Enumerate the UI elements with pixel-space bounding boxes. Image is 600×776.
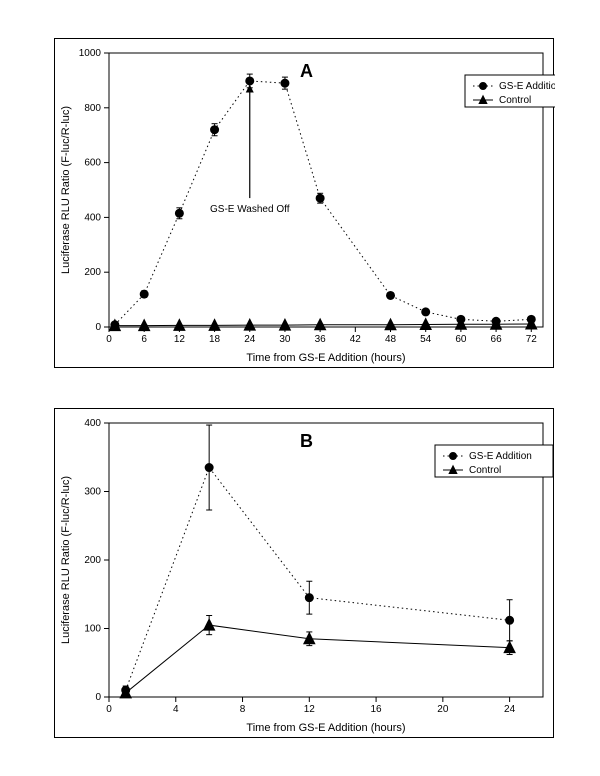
- svg-text:400: 400: [84, 212, 101, 223]
- legend-label: GS-E Addition: [469, 451, 532, 462]
- page: 0612182430364248546066720200400600800100…: [0, 0, 600, 776]
- panel-letter: B: [300, 431, 313, 451]
- svg-text:6: 6: [141, 334, 147, 345]
- svg-text:18: 18: [209, 334, 221, 345]
- svg-text:400: 400: [84, 418, 101, 429]
- x-axis-label: Time from GS-E Addition (hours): [246, 722, 405, 734]
- svg-text:66: 66: [491, 334, 503, 345]
- annotation-arrow-icon: [246, 85, 254, 93]
- panel-a: 0 6 12 18 24 30 36 42 48 54 60 66 72 0 200 400 600 800 100…: [54, 38, 554, 368]
- svg-text:4: 4: [173, 704, 179, 715]
- series-control: [120, 615, 515, 697]
- svg-text:1000: 1000: [79, 48, 102, 59]
- svg-text:300: 300: [84, 487, 101, 498]
- panel-letter: A: [300, 61, 313, 81]
- legend-label: Control: [469, 465, 501, 476]
- svg-text:8: 8: [240, 704, 246, 715]
- svg-text:0: 0: [95, 692, 101, 703]
- svg-text:42: 42: [350, 334, 362, 345]
- series-gs-e-addition: [111, 74, 535, 329]
- svg-text:30: 30: [279, 334, 291, 345]
- svg-text:12: 12: [304, 704, 316, 715]
- svg-text:72: 72: [526, 334, 538, 345]
- x-axis-label: Time from GS-E Addition (hours): [246, 352, 405, 364]
- svg-text:36: 36: [315, 334, 327, 345]
- legend: GS-E Addition Control: [465, 75, 555, 107]
- svg-text:200: 200: [84, 267, 101, 278]
- svg-text:60: 60: [455, 334, 467, 345]
- y-axis-label: Luciferase RLU Ratio (F-luc/R-luc): [60, 106, 72, 274]
- legend-label: GS-E Addition: [499, 81, 555, 92]
- svg-text:0: 0: [95, 322, 101, 333]
- svg-text:0: 0: [106, 334, 112, 345]
- svg-text:54: 54: [420, 334, 432, 345]
- legend-label: Control: [499, 95, 531, 106]
- panel-b: 0 4 8 12 16 20 24 0 100 200 300 400 Time from GS-E A…: [54, 408, 554, 738]
- svg-text:48: 48: [385, 334, 397, 345]
- svg-text:800: 800: [84, 103, 101, 114]
- svg-text:16: 16: [371, 704, 383, 715]
- svg-text:600: 600: [84, 158, 101, 169]
- legend: GS-E Addition Control: [435, 445, 553, 477]
- svg-text:24: 24: [244, 334, 256, 345]
- svg-text:12: 12: [174, 334, 186, 345]
- svg-text:200: 200: [84, 555, 101, 566]
- svg-text:0: 0: [106, 704, 112, 715]
- svg-text:100: 100: [84, 624, 101, 635]
- annotation-text: GS-E Washed Off: [210, 204, 290, 215]
- svg-text:20: 20: [437, 704, 449, 715]
- y-axis-label: Luciferase RLU Ratio (F-luc/R-luc): [60, 476, 72, 644]
- svg-text:24: 24: [504, 704, 516, 715]
